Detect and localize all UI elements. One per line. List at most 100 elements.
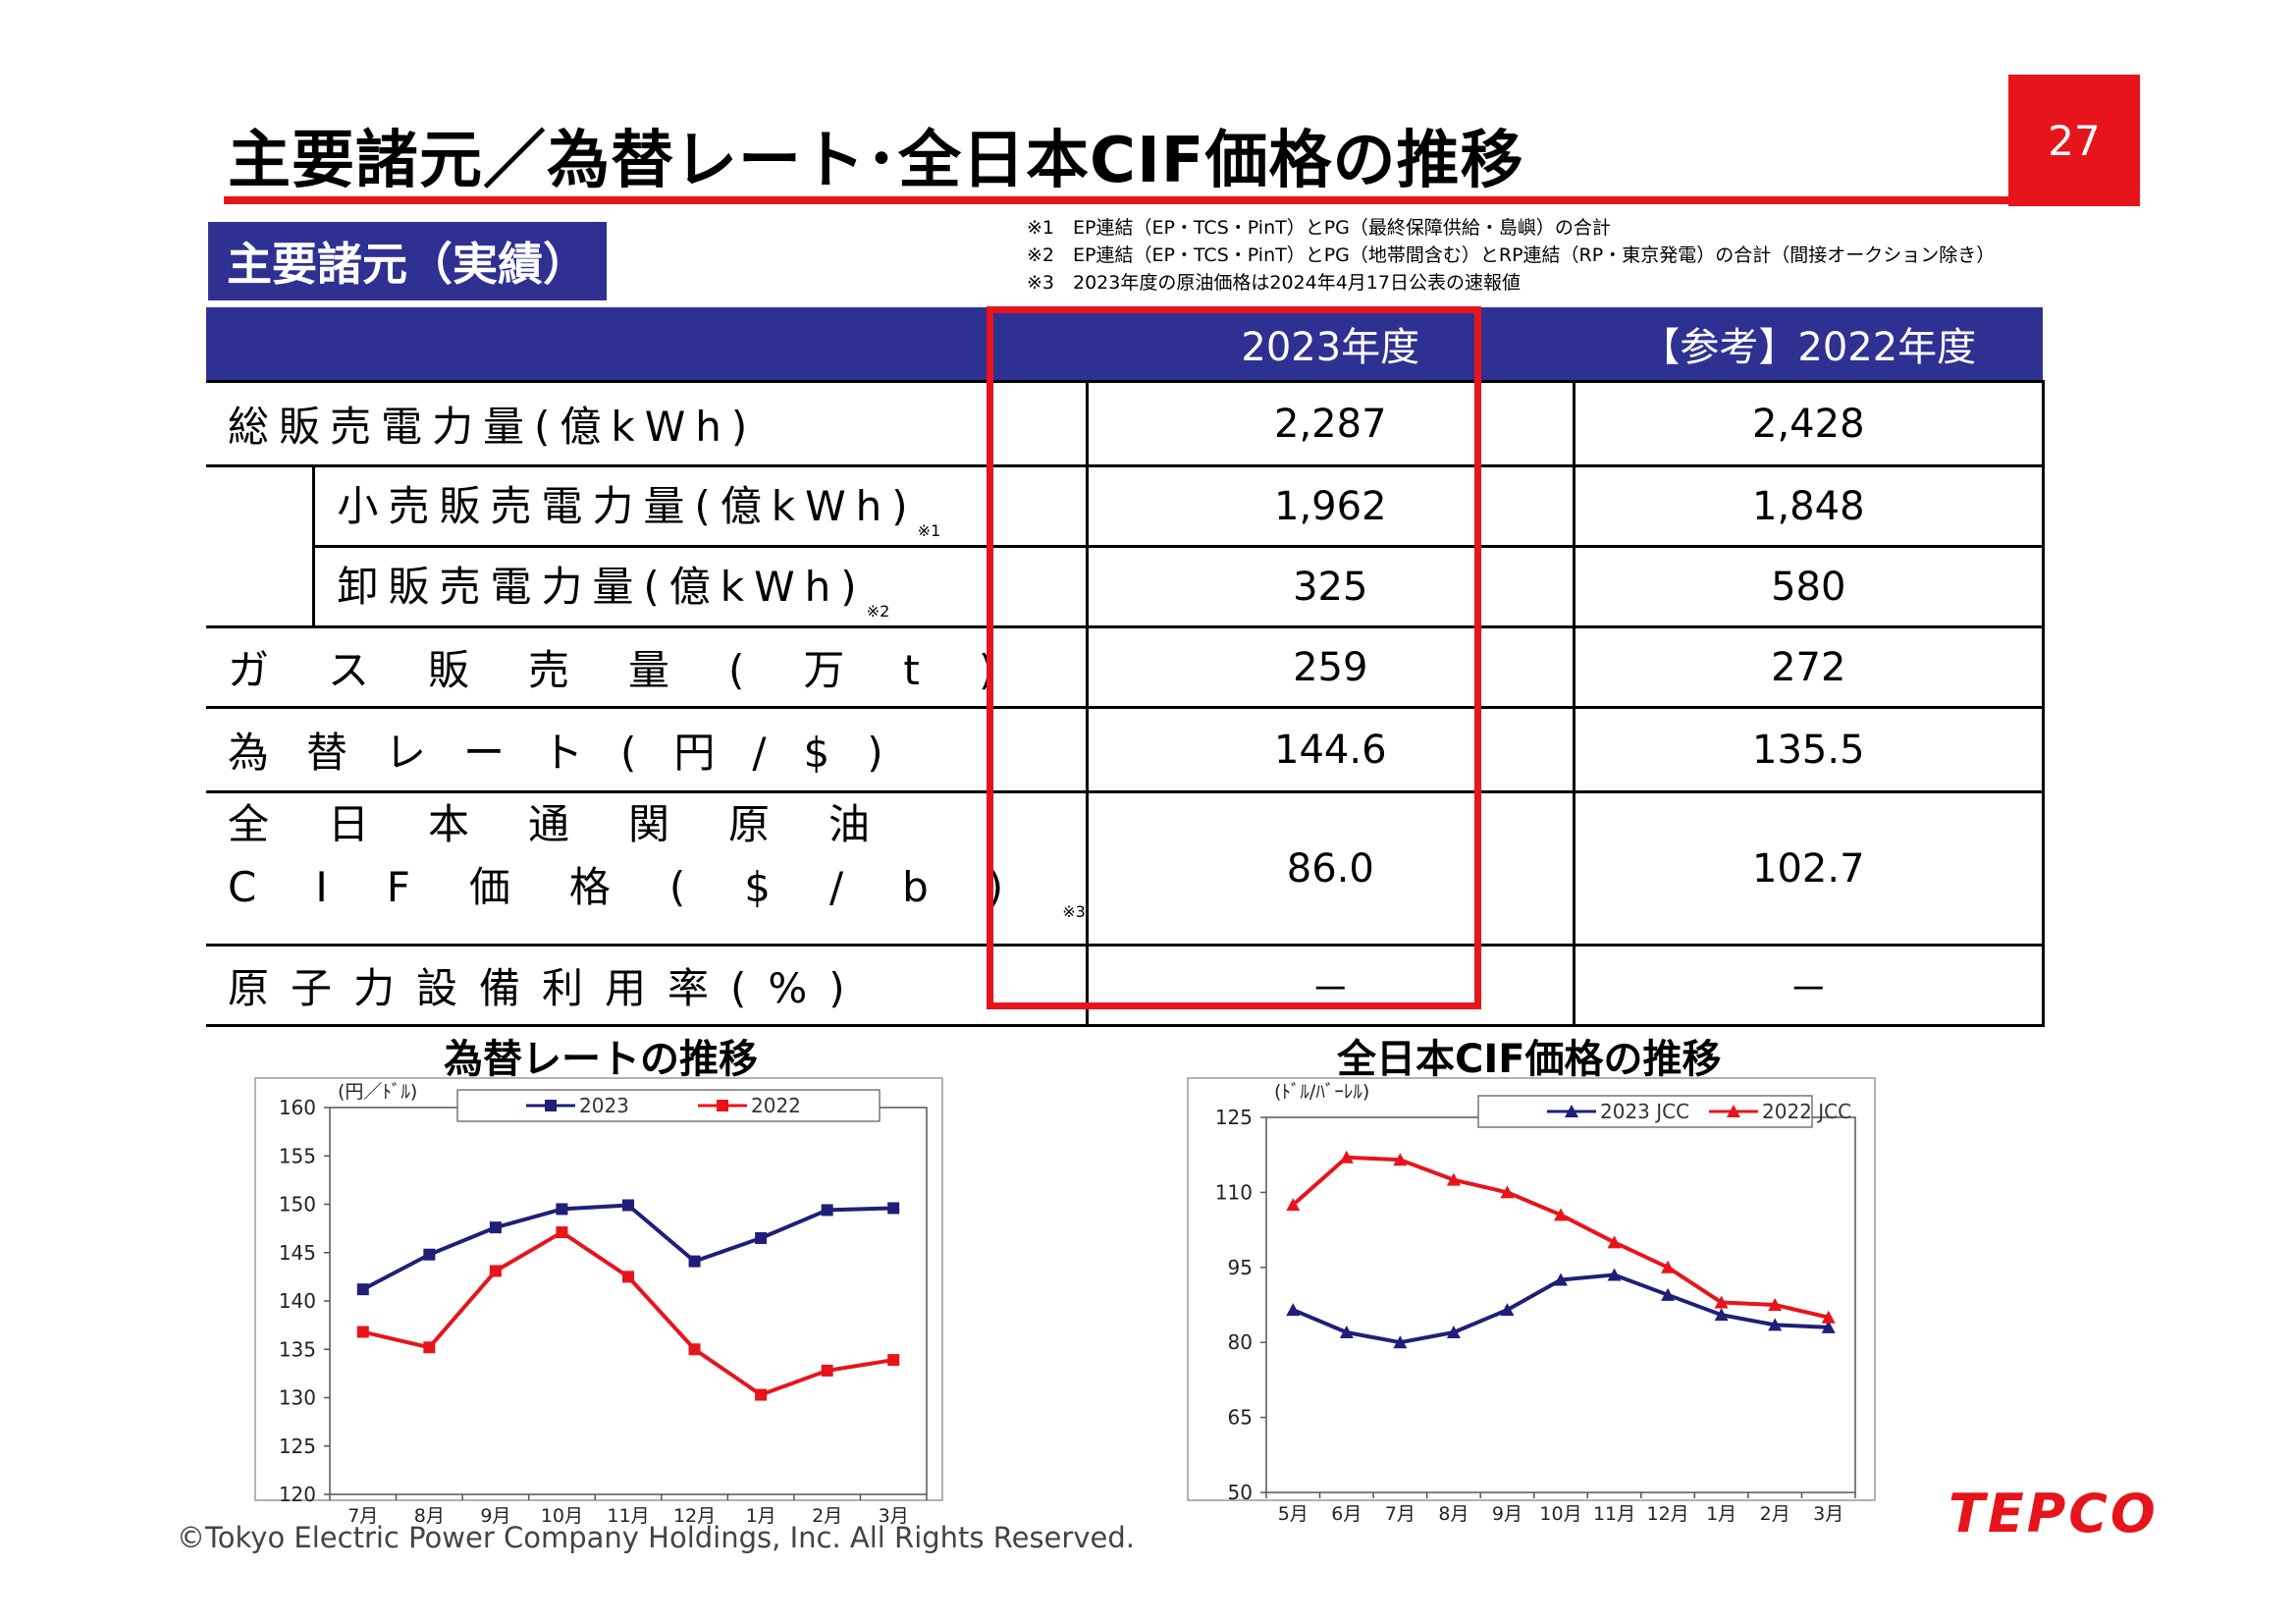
- data-point: [821, 1204, 833, 1217]
- table-row: 総販売電力量(億kWh) 2,287 2,428: [206, 380, 2045, 467]
- data-point: [1768, 1298, 1783, 1311]
- x-tick-label: 3月: [879, 1505, 909, 1527]
- y-tick-label: 65: [1228, 1406, 1253, 1430]
- footnote-3: ※3 2023年度の原油価格は2024年4月17日公表の速報値: [1027, 272, 1521, 294]
- y-tick-label: 50: [1228, 1481, 1253, 1504]
- data-point: [1393, 1153, 1408, 1166]
- data-point: [1339, 1150, 1354, 1164]
- table-row: 原子力設備利用率(%) － －: [206, 944, 2045, 1027]
- value-2022: 135.5: [1572, 706, 2045, 793]
- chart-frame: [254, 1077, 943, 1501]
- value-2023: 1,962: [1085, 464, 1575, 548]
- data-point: [423, 1341, 436, 1354]
- table-row: ガス販売量(万t) 259 272: [206, 625, 2045, 709]
- y-tick-label: 110: [1215, 1180, 1253, 1204]
- value-2022: 1,848: [1572, 464, 2045, 548]
- header-blank: [206, 307, 1088, 382]
- plot-area: [329, 1107, 928, 1495]
- data-point: [1607, 1235, 1622, 1249]
- data-point: [489, 1221, 502, 1234]
- legend-marker: [545, 1100, 557, 1111]
- data-point: [821, 1364, 833, 1377]
- copyright-notice: ©Tokyo Electric Power Company Holdings, …: [177, 1521, 1135, 1554]
- title-underline: [224, 196, 2010, 204]
- x-tick-label: 1月: [1706, 1503, 1736, 1525]
- fy2023-highlight-frame: [987, 306, 1481, 1009]
- value-2023: 2,287: [1085, 380, 1575, 467]
- x-tick-label: 12月: [1646, 1503, 1688, 1525]
- data-point: [1554, 1272, 1568, 1286]
- row-label: 為替レート(円/$): [206, 706, 1089, 793]
- x-tick-label: 12月: [673, 1505, 716, 1527]
- data-point: [755, 1388, 768, 1401]
- data-point: [1554, 1208, 1568, 1221]
- x-tick-label: 9月: [1492, 1503, 1522, 1525]
- legend-marker: [1727, 1105, 1740, 1117]
- data-point: [887, 1202, 900, 1215]
- x-tick-label: 2月: [812, 1505, 842, 1527]
- data-point: [688, 1255, 701, 1268]
- page-number: 27: [2008, 75, 2140, 206]
- data-point: [622, 1271, 634, 1283]
- y-tick-label: 80: [1228, 1330, 1253, 1354]
- row-label: 全日本通関原油 CIF価格($/b)※3: [206, 790, 1089, 947]
- unit-label: (ﾄﾞﾙ/ﾊﾞｰﾚﾙ): [1274, 1081, 1369, 1103]
- data-point: [489, 1265, 502, 1277]
- value-2023: 86.0: [1085, 790, 1575, 947]
- data-point: [356, 1326, 369, 1338]
- y-tick-label: 130: [279, 1386, 316, 1410]
- x-tick-label: 8月: [414, 1505, 445, 1527]
- x-tick-label: 2月: [1760, 1503, 1790, 1525]
- page-title: 主要諸元／為替レート･全日本CIF価格の推移: [228, 125, 1524, 197]
- row-label: 卸販売電力量(億kWh)※2: [312, 545, 1089, 628]
- y-tick-label: 150: [279, 1193, 316, 1217]
- y-tick-label: 160: [279, 1096, 316, 1119]
- value-2022: 272: [1572, 625, 2045, 709]
- legend-label: 2022 JCC: [1762, 1100, 1851, 1123]
- row-label: 小売販売電力量(億kWh)※1: [312, 464, 1089, 548]
- table-header-row: 2023年度 【参考】2022年度: [206, 307, 2044, 382]
- fx-rate-chart: 120 125 130 135 140 145 150 155 160 7月 8月 9月 10月 11月 1…: [254, 1077, 943, 1527]
- data-point: [423, 1248, 436, 1261]
- legend-label: 2022: [751, 1094, 801, 1117]
- x-tick-label: 11月: [1593, 1503, 1635, 1525]
- y-tick-label: 145: [279, 1241, 316, 1265]
- footnote-1: ※1 EP連結（EP・TCS・PinT）とPG（最終保障供給・島嶼）の合計: [1027, 217, 1611, 239]
- table-row: 為替レート(円/$) 144.6 135.5: [206, 706, 2045, 793]
- value-2023: 144.6: [1085, 706, 1575, 793]
- data-point: [755, 1231, 768, 1244]
- table-row: 全日本通関原油 CIF価格($/b)※3 86.0 102.7: [206, 790, 2045, 947]
- table-row: 卸販売電力量(億kWh)※2 325 580: [206, 545, 2045, 628]
- data-point: [1661, 1287, 1676, 1301]
- indent-cell: [206, 466, 314, 547]
- tepco-logo: TEPCO: [1949, 1483, 2159, 1544]
- x-tick-label: 5月: [1278, 1503, 1308, 1525]
- data-point: [1661, 1260, 1676, 1273]
- row-label: 原子力設備利用率(%): [206, 944, 1089, 1027]
- data-point: [556, 1203, 568, 1216]
- y-tick-label: 135: [279, 1337, 316, 1361]
- value-2022: 580: [1572, 545, 2045, 628]
- y-tick-label: 155: [279, 1144, 316, 1167]
- data-point: [1500, 1185, 1515, 1199]
- value-2023: 259: [1085, 625, 1575, 709]
- data-point: [688, 1343, 701, 1356]
- x-tick-label: 7月: [347, 1505, 378, 1527]
- header-2023: 2023年度: [1087, 307, 1575, 382]
- indent-cell: [206, 547, 314, 627]
- x-tick-label: 3月: [1813, 1503, 1843, 1525]
- note-mark: ※2: [866, 601, 890, 621]
- x-tick-label: 9月: [480, 1505, 510, 1527]
- value-2023: －: [1085, 944, 1575, 1027]
- value-2022: 2,428: [1572, 380, 2045, 467]
- data-point: [1339, 1326, 1354, 1339]
- cif-chart-title: 全日本CIF価格の推移: [1337, 1037, 1722, 1082]
- value-2022: －: [1572, 944, 2045, 1027]
- footnotes: ※1 EP連結（EP・TCS・PinT）とPG（最終保障供給・島嶼）の合計 ※2…: [1027, 214, 1995, 297]
- data-point: [1821, 1320, 1836, 1333]
- legend-label: 2023 JCC: [1600, 1100, 1689, 1123]
- value-2022: 102.7: [1572, 790, 2045, 947]
- header-2022: 【参考】2022年度: [1574, 307, 2044, 382]
- data-point: [1607, 1268, 1622, 1281]
- x-tick-label: 1月: [746, 1505, 776, 1527]
